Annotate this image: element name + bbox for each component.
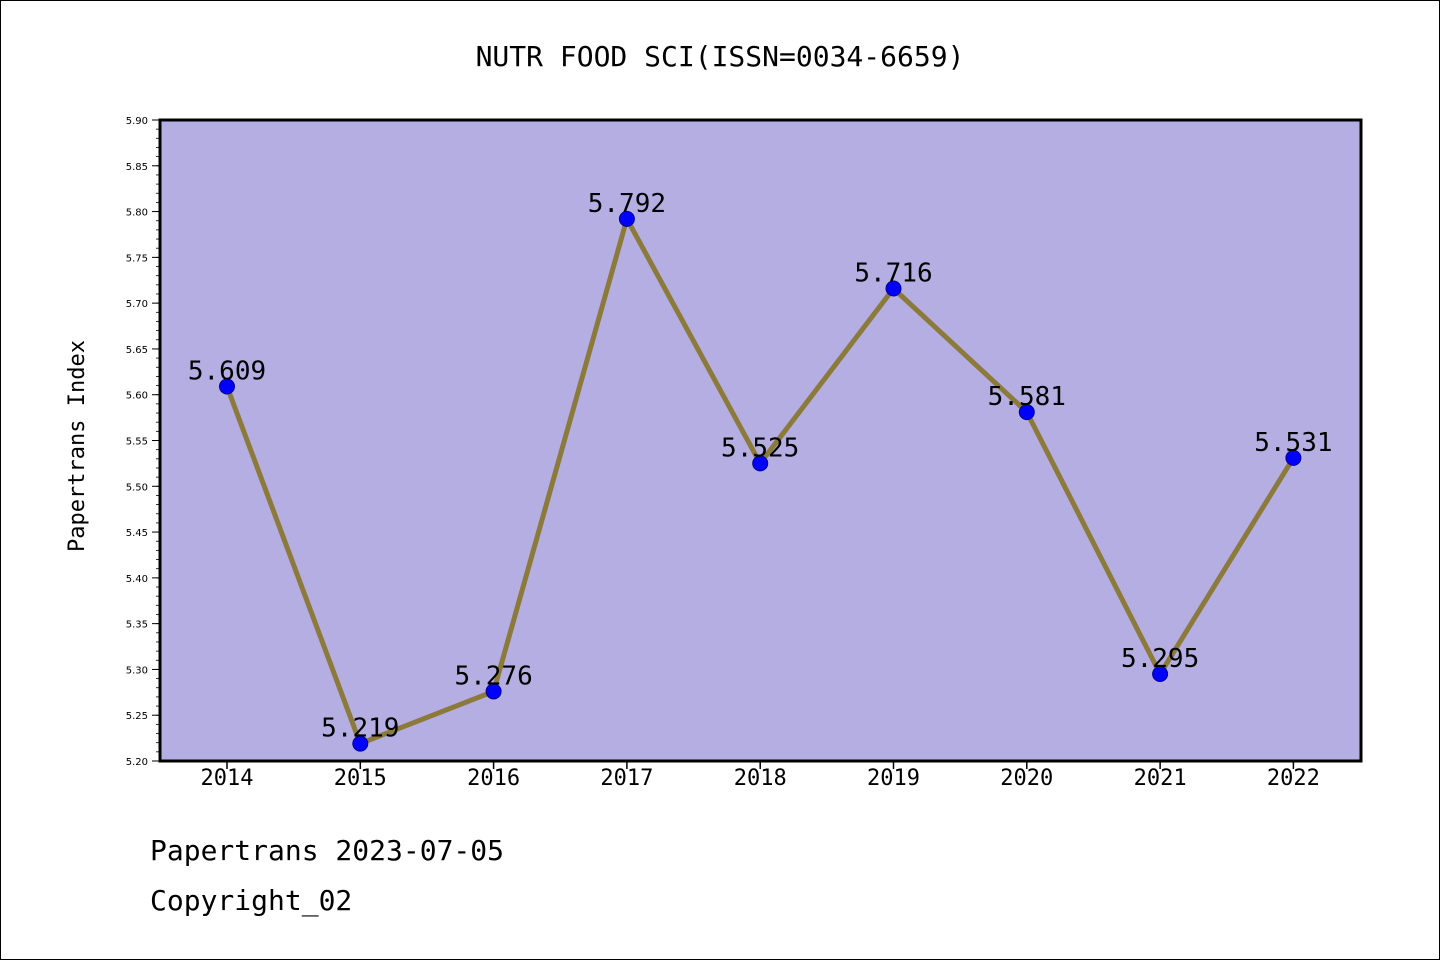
data-label: 5.581 [988, 382, 1066, 412]
data-label: 5.295 [1121, 644, 1199, 674]
x-tick-label: 2014 [201, 766, 254, 791]
data-label: 5.609 [188, 356, 266, 386]
footer-copyright: Copyright_02 [150, 884, 353, 917]
data-label: 5.792 [588, 189, 666, 219]
data-point [219, 378, 235, 395]
markers-group [219, 210, 1302, 752]
y-tick-label: 5.25 [126, 711, 148, 722]
y-tick-label: 5.60 [126, 391, 148, 402]
y-tick-label: 5.80 [126, 208, 148, 219]
data-point [618, 210, 635, 227]
y-tick-label: 5.90 [126, 116, 148, 127]
x-tick-label: 2020 [1000, 766, 1053, 791]
data-point [1285, 449, 1302, 466]
y-tick-label: 5.40 [126, 574, 148, 585]
x-tick-label: 2018 [734, 766, 787, 791]
x-tick-label: 2021 [1134, 766, 1187, 791]
chart-title: NUTR FOOD SCI(ISSN=0034-6659) [476, 40, 965, 73]
data-label: 5.525 [721, 433, 799, 463]
data-label: 5.716 [854, 258, 932, 288]
x-tick-label: 2015 [334, 766, 387, 791]
data-label: 5.219 [321, 714, 399, 744]
data-point [485, 683, 502, 700]
x-tick-label: 2022 [1267, 766, 1320, 791]
data-point [352, 735, 369, 752]
x-axis: 2014 2015 2016 2017 2018 2019 2020 2021 2022 [201, 761, 1320, 791]
data-point [1018, 404, 1035, 421]
y-tick-label: 5.20 [126, 757, 148, 768]
y-axis-label: Papertrans Index [65, 340, 90, 552]
data-label: 5.531 [1254, 428, 1332, 458]
y-tick-label: 5.30 [126, 665, 148, 676]
x-tick-label: 2017 [600, 766, 653, 791]
y-tick-label: 5.85 [126, 162, 148, 173]
data-point [1152, 666, 1169, 683]
y-tick-label: 5.45 [126, 528, 148, 539]
y-axis: 5.20 5.25 5.30 5.35 5.40 5.45 5.50 5.55 5.60 5.65… [126, 116, 160, 768]
y-tick-label: 5.70 [126, 299, 148, 310]
y-tick-label: 5.65 [126, 345, 148, 356]
data-point [885, 280, 902, 297]
y-tick-label: 5.55 [126, 437, 148, 448]
x-tick-label: 2016 [467, 766, 520, 791]
x-tick-label: 2019 [867, 766, 920, 791]
y-tick-label: 5.50 [126, 482, 148, 493]
plot-area [160, 120, 1361, 761]
data-point [752, 455, 769, 472]
y-tick-label: 5.75 [126, 253, 148, 264]
data-label: 5.276 [454, 661, 532, 691]
plot-border [158, 118, 1363, 763]
data-labels-group: 5.609 5.219 5.276 5.792 5.525 5.716 5.581 5.295… [188, 189, 1333, 744]
y-tick-label: 5.35 [126, 620, 148, 631]
footer-date: Papertrans 2023-07-05 [150, 834, 505, 867]
